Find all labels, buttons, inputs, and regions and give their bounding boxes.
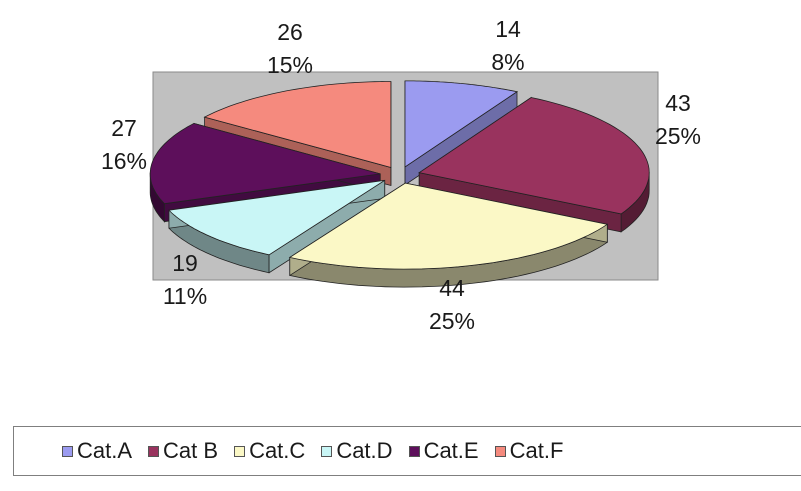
legend-item: Cat B	[148, 438, 218, 464]
legend-swatch	[148, 445, 160, 457]
legend-item: Cat.F	[494, 438, 564, 464]
legend-label: Cat.D	[336, 438, 393, 463]
data-labels: 14 8% 43 25% 44 25% 19 11% 27 16% 26 15%	[101, 16, 701, 334]
pie-chart: 14 8% 43 25% 44 25% 19 11% 27 16% 26 15%	[101, 16, 701, 334]
pie-slices	[149, 80, 650, 288]
legend-item: Cat.A	[62, 438, 132, 464]
data-label-value: 44	[439, 275, 465, 301]
data-label-value: 43	[665, 90, 691, 116]
pie-slice	[288, 182, 609, 288]
pie-slice	[168, 179, 386, 274]
data-label-value: 27	[111, 115, 137, 141]
data-label-percent: 25%	[655, 123, 701, 149]
data-label-percent: 16%	[101, 148, 147, 174]
data-label-percent: 8%	[491, 49, 524, 75]
legend-swatch	[234, 445, 246, 457]
legend-swatch	[494, 445, 506, 457]
legend-label: Cat.F	[509, 438, 564, 463]
data-label-value: 19	[172, 250, 198, 276]
data-label-value: 26	[277, 19, 303, 45]
legend-label: Cat B	[163, 438, 219, 463]
legend-label: Cat.A	[77, 438, 133, 463]
data-label-value: 14	[495, 16, 521, 42]
legend-swatch	[408, 445, 420, 457]
legend-label: Cat.C	[249, 438, 306, 463]
legend-swatch	[321, 445, 333, 457]
data-label-percent: 15%	[267, 52, 313, 78]
legend-item: Cat.D	[321, 438, 393, 464]
data-label-percent: 25%	[429, 308, 475, 334]
legend-item: Cat.E	[408, 438, 479, 464]
data-label-percent: 11%	[163, 283, 207, 309]
legend-label: Cat.E	[423, 438, 479, 463]
legend-swatch	[62, 445, 73, 457]
pie-slice	[404, 80, 519, 186]
legend: Cat.A Cat B Cat.C Cat.D Cat.E Cat.F	[13, 426, 801, 476]
legend-item: Cat.C	[234, 438, 305, 464]
